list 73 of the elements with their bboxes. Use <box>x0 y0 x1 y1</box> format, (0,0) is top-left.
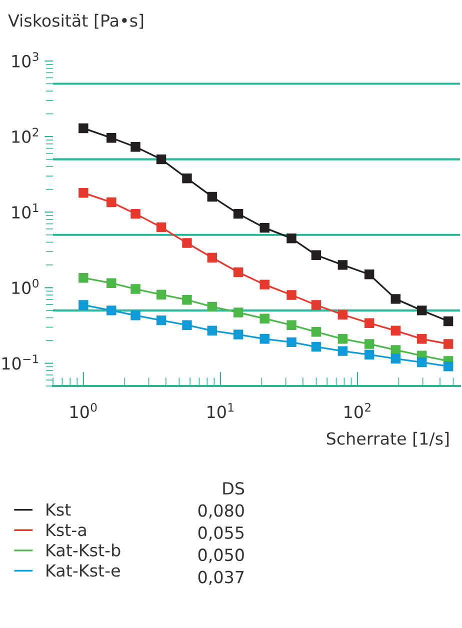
point <box>311 342 322 352</box>
point <box>156 154 166 164</box>
point <box>286 337 296 348</box>
text: 0,050 <box>198 548 244 563</box>
y-tick-label: 10$^{−1}$ <box>2 354 38 370</box>
point <box>390 326 401 336</box>
point <box>233 208 244 219</box>
legend-label: Kst <box>46 504 71 516</box>
point <box>338 334 348 344</box>
point <box>390 294 401 304</box>
point <box>443 339 454 349</box>
point <box>130 142 140 152</box>
x-tick-label: 10$^{2}$ <box>344 402 370 418</box>
legend-title: DS <box>223 482 244 495</box>
y-tick-label: 10$^{1}$ <box>12 203 38 219</box>
point <box>207 192 218 202</box>
point <box>130 310 140 320</box>
x-tick-label: 10$^{1}$ <box>208 403 234 418</box>
point <box>260 334 270 344</box>
point <box>156 315 166 326</box>
point <box>233 330 244 340</box>
point <box>338 346 348 356</box>
point <box>78 188 88 198</box>
point <box>260 314 270 324</box>
point <box>338 260 348 270</box>
x-tick-label: 10$^{0}$ <box>70 402 97 418</box>
point <box>156 290 166 300</box>
point <box>364 270 374 280</box>
point <box>182 295 192 305</box>
point <box>364 350 374 360</box>
text: 0,055 <box>198 526 244 541</box>
point <box>260 280 270 290</box>
legend-label: Kst-a <box>46 524 86 536</box>
point <box>130 208 140 219</box>
point <box>338 310 348 320</box>
point <box>416 357 427 368</box>
point <box>364 318 374 328</box>
point <box>311 250 322 260</box>
point <box>286 320 296 330</box>
point <box>182 173 192 184</box>
point <box>364 339 374 349</box>
point <box>443 361 454 372</box>
point <box>207 252 218 262</box>
point <box>207 326 218 336</box>
point <box>286 233 296 244</box>
point <box>78 300 88 310</box>
point <box>182 320 192 330</box>
text: 0,080 <box>198 504 244 519</box>
point <box>286 290 296 300</box>
point <box>78 272 88 283</box>
point <box>233 308 244 318</box>
point <box>443 316 454 326</box>
legend-label: Kat-Kst-e <box>46 564 120 577</box>
x-axis-title: Scherrate [1/s] <box>326 432 449 447</box>
point <box>390 345 401 355</box>
y-tick-label: 10$^{3}$ <box>12 52 38 68</box>
y-tick-label: 10$^{2}$ <box>12 128 38 144</box>
legend-label: Kat-Kst-b <box>46 544 120 556</box>
point <box>311 300 322 310</box>
point <box>130 284 140 294</box>
point <box>416 306 427 316</box>
point <box>207 302 218 312</box>
point <box>260 222 270 233</box>
point <box>182 238 192 248</box>
y-tick-label: 10$^{0}$ <box>12 278 38 294</box>
point <box>390 354 401 364</box>
point <box>78 123 88 134</box>
point <box>233 267 244 278</box>
point <box>156 222 166 232</box>
text: 0,037 <box>198 570 244 586</box>
point <box>311 327 322 337</box>
y-axis-title: Viskosität [Pa•s] <box>8 14 144 29</box>
point <box>416 334 427 344</box>
